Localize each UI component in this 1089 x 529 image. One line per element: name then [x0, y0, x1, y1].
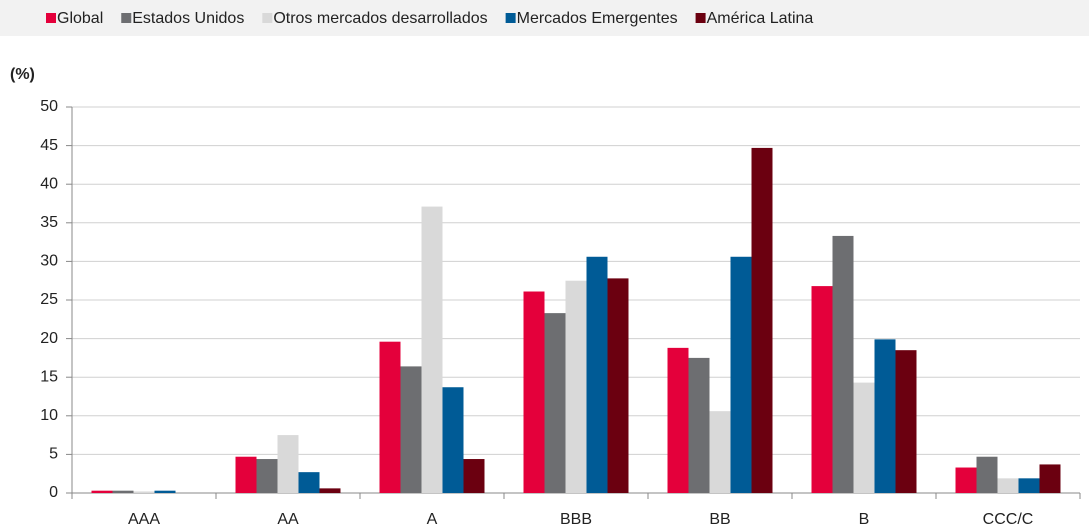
bar	[955, 467, 977, 493]
y-tick-label: 0	[49, 484, 58, 501]
y-tick-label: 5	[49, 446, 58, 463]
y-tick-label: 15	[40, 368, 58, 385]
bar	[565, 280, 587, 493]
legend-label: América Latina	[707, 10, 814, 27]
y-tick-label: 45	[40, 137, 58, 154]
x-tick-label: BBB	[560, 511, 592, 528]
x-tick-label: AAA	[128, 511, 160, 528]
bar	[91, 490, 113, 493]
bar	[976, 456, 998, 493]
bar	[544, 313, 566, 493]
x-tick-label: AA	[277, 511, 299, 528]
bar	[688, 357, 710, 493]
x-tick-label: B	[859, 511, 870, 528]
bar	[1018, 478, 1040, 493]
legend-swatch	[695, 13, 706, 23]
bar	[463, 459, 485, 493]
y-tick-label: 35	[40, 214, 58, 231]
bar	[895, 350, 917, 493]
y-tick-label: 40	[40, 175, 58, 192]
y-tick-label: 20	[40, 330, 58, 347]
y-tick-label: 25	[40, 291, 58, 308]
y-axis-label: (%)	[10, 66, 35, 83]
y-tick-label: 50	[40, 98, 58, 115]
bar	[277, 435, 299, 493]
legend-swatch	[505, 13, 516, 23]
x-tick-label: CCC/C	[983, 511, 1034, 528]
bar	[112, 490, 134, 493]
bar	[442, 387, 464, 493]
bar	[298, 472, 320, 493]
bar	[586, 256, 608, 493]
bar	[607, 278, 629, 493]
bar	[1039, 464, 1061, 493]
bar	[832, 235, 854, 493]
bar	[319, 488, 341, 493]
y-tick-label: 30	[40, 253, 58, 270]
legend-label: Mercados Emergentes	[517, 10, 678, 27]
bar	[154, 490, 176, 493]
legend-label: Global	[57, 10, 103, 27]
legend-swatch	[262, 13, 273, 23]
legend-swatch	[46, 13, 56, 23]
bar	[235, 456, 257, 493]
bar	[400, 366, 422, 493]
bar	[709, 411, 731, 493]
legend-label: Otros mercados desarrollados	[273, 10, 487, 27]
legend-label: Estados Unidos	[132, 10, 244, 27]
x-tick-label: A	[427, 511, 438, 528]
bar	[667, 347, 689, 493]
bar	[730, 256, 752, 493]
legend-background	[0, 0, 1089, 36]
bar	[811, 286, 833, 493]
bar	[133, 491, 155, 493]
bar	[256, 459, 278, 493]
bar	[997, 478, 1019, 493]
legend-swatch	[121, 13, 132, 23]
x-tick-label: BB	[709, 511, 730, 528]
bar	[421, 206, 443, 493]
bar	[379, 341, 401, 493]
bar	[523, 291, 545, 493]
bar	[853, 382, 875, 493]
bar	[874, 339, 896, 493]
y-tick-label: 10	[40, 407, 58, 424]
bar	[751, 147, 773, 493]
